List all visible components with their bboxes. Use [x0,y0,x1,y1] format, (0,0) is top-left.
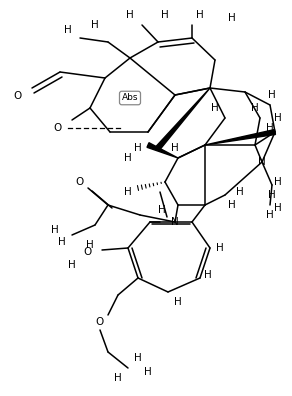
Text: H: H [134,353,142,363]
Text: H: H [228,13,236,23]
Text: H: H [204,270,212,280]
Text: O: O [84,247,92,257]
Text: Abs: Abs [122,93,138,103]
Text: O: O [96,317,104,327]
Text: O: O [14,91,22,101]
Text: H: H [274,177,282,187]
Text: H: H [266,123,274,133]
Text: O: O [76,177,84,187]
Text: H: H [51,225,59,235]
Text: H: H [274,203,282,213]
Polygon shape [156,88,210,150]
Text: H: H [126,10,134,20]
Text: N: N [258,157,266,167]
Text: H: H [144,367,152,377]
Text: H: H [171,143,179,153]
Text: H: H [124,153,132,163]
Text: O: O [54,123,62,133]
Text: H: H [161,10,169,20]
Text: H: H [68,260,76,270]
Text: H: H [86,240,94,250]
Text: H: H [174,297,182,307]
Text: H: H [251,103,259,113]
Text: H: H [211,103,219,113]
Text: N: N [171,217,179,227]
Text: H: H [216,243,224,253]
Text: H: H [236,187,244,197]
Text: H: H [134,143,142,153]
Text: H: H [268,190,276,200]
Text: H: H [274,113,282,123]
Text: H: H [114,373,122,383]
Text: H: H [91,20,99,30]
Polygon shape [205,129,275,145]
Text: H: H [124,187,132,197]
Text: H: H [158,205,166,215]
Text: H: H [64,25,72,35]
Text: H: H [58,237,66,247]
Text: H: H [228,200,236,210]
Polygon shape [147,143,178,158]
Text: H: H [196,10,204,20]
Text: H: H [268,90,276,100]
Text: H: H [266,210,274,220]
